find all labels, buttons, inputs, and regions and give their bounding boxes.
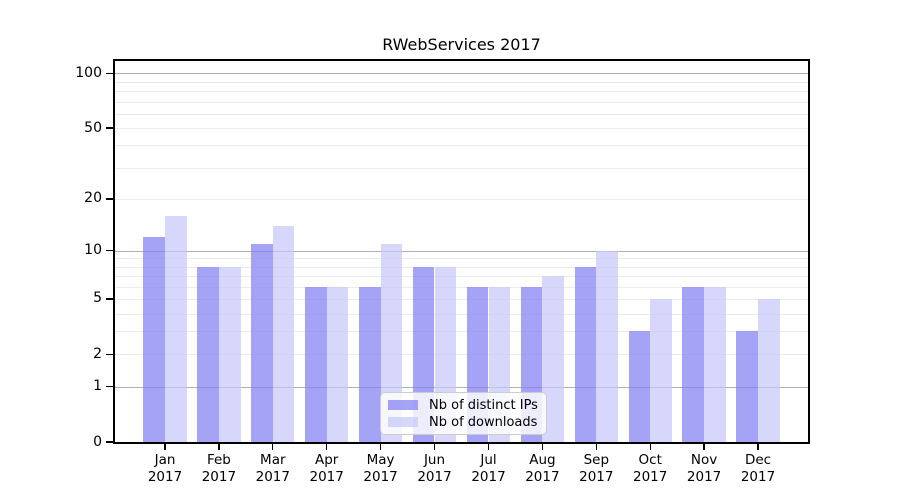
- gridline-minor: [115, 167, 808, 169]
- y-tick-label: 5: [93, 290, 102, 307]
- legend: Nb of distinct IPs Nb of downloads: [380, 392, 547, 435]
- legend-item-distinct-ips: Nb of distinct IPs: [388, 397, 538, 413]
- y-tick-mark: [106, 353, 113, 355]
- bar-nb-of-distinct-ips-dec: [736, 331, 758, 442]
- gridline-minor: [115, 275, 808, 277]
- x-tick-label: Dec 2017: [740, 452, 776, 485]
- bar-nb-of-distinct-ips-apr: [305, 286, 327, 442]
- x-tick-mark: [757, 444, 759, 450]
- x-tick-mark: [541, 444, 544, 450]
- x-tick-mark: [379, 444, 382, 450]
- bar-nb-of-downloads-jan: [165, 215, 187, 442]
- legend-item-downloads: Nb of downloads: [388, 414, 538, 430]
- gridline-minor: [115, 354, 808, 356]
- gridline-minor: [115, 128, 808, 129]
- x-tick-mark: [595, 444, 597, 450]
- gridline-minor: [115, 313, 808, 315]
- bar-nb-of-downloads-apr: [326, 286, 349, 442]
- gridline-minor: [115, 266, 808, 268]
- y-tick-label: 20: [84, 190, 102, 207]
- gridline-major: [115, 250, 808, 252]
- gridline-minor: [115, 145, 808, 147]
- x-tick-label: Sep 2017: [579, 452, 614, 485]
- y-tick-mark: [106, 441, 113, 443]
- y-tick-label: 10: [84, 242, 102, 258]
- gridline-minor: [115, 286, 808, 288]
- bar-nb-of-distinct-ips-mar: [251, 243, 273, 442]
- bar-nb-of-distinct-ips-nov: [682, 286, 705, 442]
- bar-nb-of-downloads-sep: [596, 250, 618, 442]
- x-tick-label: Mar 2017: [255, 452, 290, 485]
- bar-nb-of-distinct-ips-sep: [574, 266, 597, 442]
- legend-swatch-distinct-ips: [388, 400, 418, 410]
- x-tick-label: Feb 2017: [201, 452, 237, 485]
- x-tick-label: Nov 2017: [686, 452, 722, 485]
- gridline-minor: [115, 198, 808, 200]
- gridline-minor: [115, 101, 808, 103]
- bar-nb-of-downloads-nov: [704, 286, 726, 442]
- x-tick-mark: [218, 444, 220, 450]
- gridline-minor: [115, 258, 808, 260]
- x-tick-mark: [164, 444, 166, 450]
- x-tick-label: May 2017: [363, 452, 398, 485]
- y-tick-label: 100: [75, 64, 102, 81]
- gridline-minor: [115, 91, 808, 92]
- y-tick-label: 1: [93, 378, 102, 395]
- bar-nb-of-distinct-ips-feb: [197, 266, 219, 442]
- gridline-major: [115, 73, 808, 75]
- bar-nb-of-downloads-feb: [218, 266, 241, 442]
- x-tick-label: Jul 2017: [471, 452, 506, 485]
- x-tick-label: Aug 2017: [525, 452, 560, 485]
- bar-nb-of-distinct-ips-jan: [143, 237, 165, 442]
- plot-area: [113, 59, 810, 444]
- y-tick-mark: [106, 198, 113, 200]
- bar-nb-of-distinct-ips-may: [358, 286, 381, 442]
- x-tick-label: Jan 2017: [147, 452, 183, 485]
- gridline-minor: [115, 298, 808, 300]
- legend-label-downloads: Nb of downloads: [429, 414, 538, 430]
- x-tick-label: Apr 2017: [309, 452, 344, 485]
- x-tick-mark: [487, 444, 490, 450]
- legend-swatch-downloads: [388, 417, 418, 427]
- y-tick-label: 50: [84, 119, 102, 136]
- plot-inner: [115, 61, 808, 442]
- y-tick-mark: [106, 298, 113, 300]
- legend-label-distinct-ips: Nb of distinct IPs: [429, 397, 538, 413]
- y-tick-mark: [106, 72, 113, 75]
- x-tick-mark: [433, 444, 436, 450]
- y-tick-label: 0: [93, 433, 102, 450]
- y-tick-mark: [106, 385, 113, 388]
- y-tick-mark: [106, 127, 113, 129]
- x-tick-mark: [326, 444, 328, 450]
- x-tick-mark: [272, 444, 274, 450]
- bar-nb-of-downloads-mar: [272, 225, 295, 442]
- bar-nb-of-downloads-dec: [758, 298, 780, 442]
- chart-title: RWebServices 2017: [382, 35, 541, 54]
- gridline-major: [115, 386, 808, 388]
- x-tick-label: Oct 2017: [633, 452, 668, 485]
- y-tick-mark: [106, 249, 113, 252]
- x-tick-mark: [649, 444, 651, 450]
- x-tick-label: Jun 2017: [417, 452, 452, 485]
- gridline-minor: [115, 331, 808, 333]
- bar-nb-of-downloads-aug: [542, 275, 565, 442]
- gridline-minor: [115, 113, 808, 115]
- bar-nb-of-distinct-ips-oct: [628, 331, 651, 442]
- y-tick-label: 2: [93, 345, 102, 362]
- bar-nb-of-downloads-oct: [650, 298, 672, 442]
- gridline-minor: [115, 81, 808, 83]
- x-tick-mark: [703, 444, 705, 450]
